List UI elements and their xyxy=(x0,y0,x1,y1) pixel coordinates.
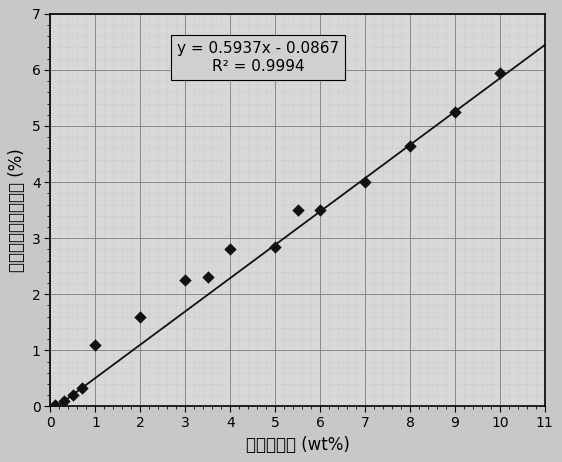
Point xyxy=(406,142,415,149)
Point xyxy=(361,178,370,186)
Point xyxy=(91,341,100,348)
Point xyxy=(69,391,78,399)
Point xyxy=(226,246,235,253)
Point xyxy=(51,401,60,409)
Point xyxy=(136,313,145,320)
Point xyxy=(78,384,87,392)
Point xyxy=(203,274,212,281)
Point xyxy=(316,207,325,214)
Point xyxy=(293,207,302,214)
Point xyxy=(450,108,459,116)
Point xyxy=(495,69,504,76)
Point xyxy=(271,243,280,250)
Point xyxy=(60,397,69,404)
X-axis label: 叔丁醇浓度 (wt%): 叔丁醇浓度 (wt%) xyxy=(246,436,350,454)
Y-axis label: 叔丁醇峰面积百分比 (%): 叔丁醇峰面积百分比 (%) xyxy=(8,148,26,272)
Point xyxy=(181,277,190,284)
Text: y = 0.5937x - 0.0867
R² = 0.9994: y = 0.5937x - 0.0867 R² = 0.9994 xyxy=(177,41,339,74)
